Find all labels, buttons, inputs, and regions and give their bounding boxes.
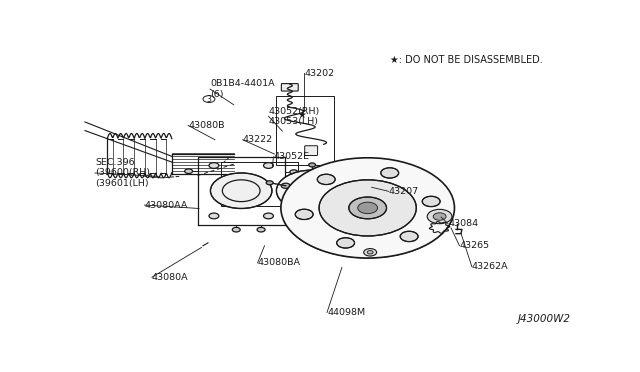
Text: 43222: 43222 <box>243 135 273 144</box>
Circle shape <box>203 96 215 103</box>
Circle shape <box>308 172 317 177</box>
Circle shape <box>433 213 446 220</box>
Text: 43052E: 43052E <box>273 153 310 161</box>
Circle shape <box>264 163 273 169</box>
Circle shape <box>319 180 416 236</box>
Circle shape <box>358 202 378 214</box>
Bar <box>221 162 298 206</box>
Text: 43084: 43084 <box>448 219 478 228</box>
Text: 0B1B4-4401A
(6): 0B1B4-4401A (6) <box>210 79 275 99</box>
Text: J43000W2: J43000W2 <box>518 314 571 324</box>
Text: 43080AA: 43080AA <box>145 201 188 209</box>
Circle shape <box>381 168 399 178</box>
Text: 3: 3 <box>207 94 211 103</box>
Circle shape <box>211 173 272 208</box>
Circle shape <box>281 183 290 188</box>
Text: ★: ★ <box>298 110 307 120</box>
Text: 43207: 43207 <box>388 187 419 196</box>
Circle shape <box>232 227 240 232</box>
Circle shape <box>276 170 348 211</box>
Text: 43052(RH)
43053(LH): 43052(RH) 43053(LH) <box>269 106 320 126</box>
Text: 43080A: 43080A <box>152 273 189 282</box>
Circle shape <box>281 158 454 258</box>
Circle shape <box>364 248 376 256</box>
Wedge shape <box>284 219 449 258</box>
Circle shape <box>185 169 193 173</box>
Circle shape <box>428 209 452 224</box>
Circle shape <box>351 181 358 185</box>
Circle shape <box>266 181 273 185</box>
Bar <box>276 96 335 165</box>
Circle shape <box>349 197 387 219</box>
Circle shape <box>324 201 333 206</box>
Text: SEC.396
(39600(RH)
(39601(LH): SEC.396 (39600(RH) (39601(LH) <box>95 158 150 188</box>
Circle shape <box>367 251 373 254</box>
Circle shape <box>291 201 300 206</box>
Text: 43265: 43265 <box>460 241 490 250</box>
Text: 43080BA: 43080BA <box>257 259 301 267</box>
Circle shape <box>295 209 313 219</box>
Circle shape <box>308 163 316 167</box>
Circle shape <box>290 207 298 212</box>
Circle shape <box>209 163 219 169</box>
Circle shape <box>301 185 323 197</box>
Circle shape <box>400 231 418 241</box>
Text: ★: DO NOT BE DISASSEMBLED.: ★: DO NOT BE DISASSEMBLED. <box>390 55 543 65</box>
Circle shape <box>257 227 265 232</box>
Circle shape <box>264 213 273 219</box>
Circle shape <box>335 209 342 214</box>
FancyBboxPatch shape <box>305 146 317 155</box>
Text: 43262A: 43262A <box>472 262 508 271</box>
FancyBboxPatch shape <box>282 84 298 91</box>
Circle shape <box>282 209 289 214</box>
Circle shape <box>317 174 335 185</box>
Circle shape <box>337 238 355 248</box>
Circle shape <box>290 170 298 174</box>
Text: 43202: 43202 <box>304 69 334 78</box>
Text: 43080B: 43080B <box>188 121 225 130</box>
Circle shape <box>422 196 440 206</box>
Circle shape <box>334 183 343 188</box>
Circle shape <box>209 213 219 219</box>
Text: 44098M: 44098M <box>327 308 365 317</box>
